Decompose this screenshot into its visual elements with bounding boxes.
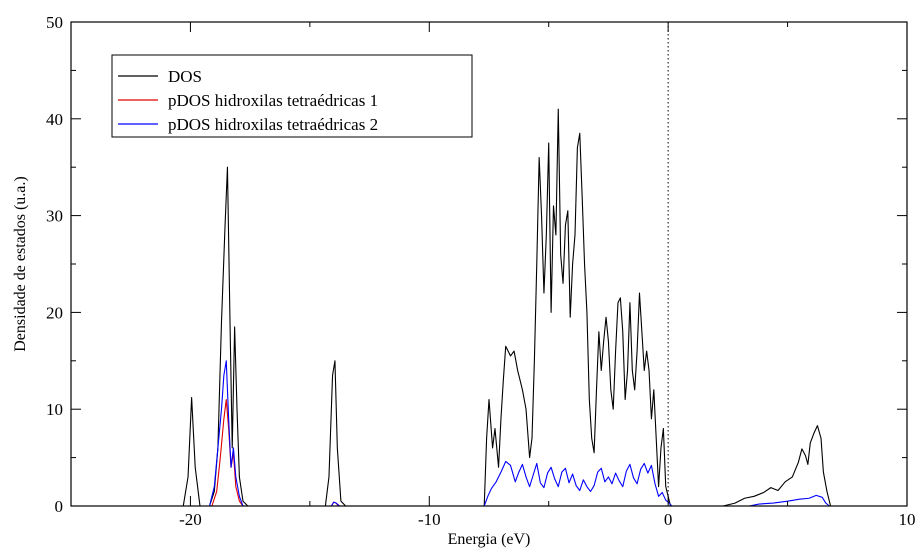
legend: DOS pDOS hidroxilas tetraédricas 1 pDOS … [111, 54, 473, 138]
y-tick-label: 30 [46, 207, 63, 226]
x-tick-label: 0 [664, 510, 673, 529]
y-axis-label: Densidade de estados (u.a.) [12, 176, 29, 352]
legend-label-dos: DOS [168, 67, 202, 86]
legend-entry: DOS [118, 67, 202, 86]
y-tick-label: 40 [46, 110, 63, 129]
y-tick-label: 50 [46, 13, 63, 32]
tick-layer: -20 -10 0 10 0 10 20 30 40 50 [46, 13, 916, 529]
legend-box [111, 54, 473, 138]
legend-entry: pDOS hidroxilas tetraédricas 2 [118, 115, 378, 134]
y-tick-label: 20 [46, 303, 63, 322]
legend-label-pdos-2: pDOS hidroxilas tetraédricas 2 [168, 115, 378, 134]
y-tick-label: 10 [46, 400, 63, 419]
legend-entry: pDOS hidroxilas tetraédricas 1 [118, 91, 378, 110]
x-axis-label: Energia (eV) [448, 531, 531, 548]
y-tick-label: 0 [55, 497, 64, 516]
series-layer [71, 108, 907, 507]
x-tick-label: -10 [418, 510, 441, 529]
x-tick-label: 10 [899, 510, 916, 529]
legend-label-pdos-1: pDOS hidroxilas tetraédricas 1 [168, 91, 378, 110]
series-line-1 [71, 398, 907, 507]
series-line-2 [71, 360, 907, 507]
series-line-0 [71, 108, 907, 507]
x-tick-label: -20 [179, 510, 202, 529]
